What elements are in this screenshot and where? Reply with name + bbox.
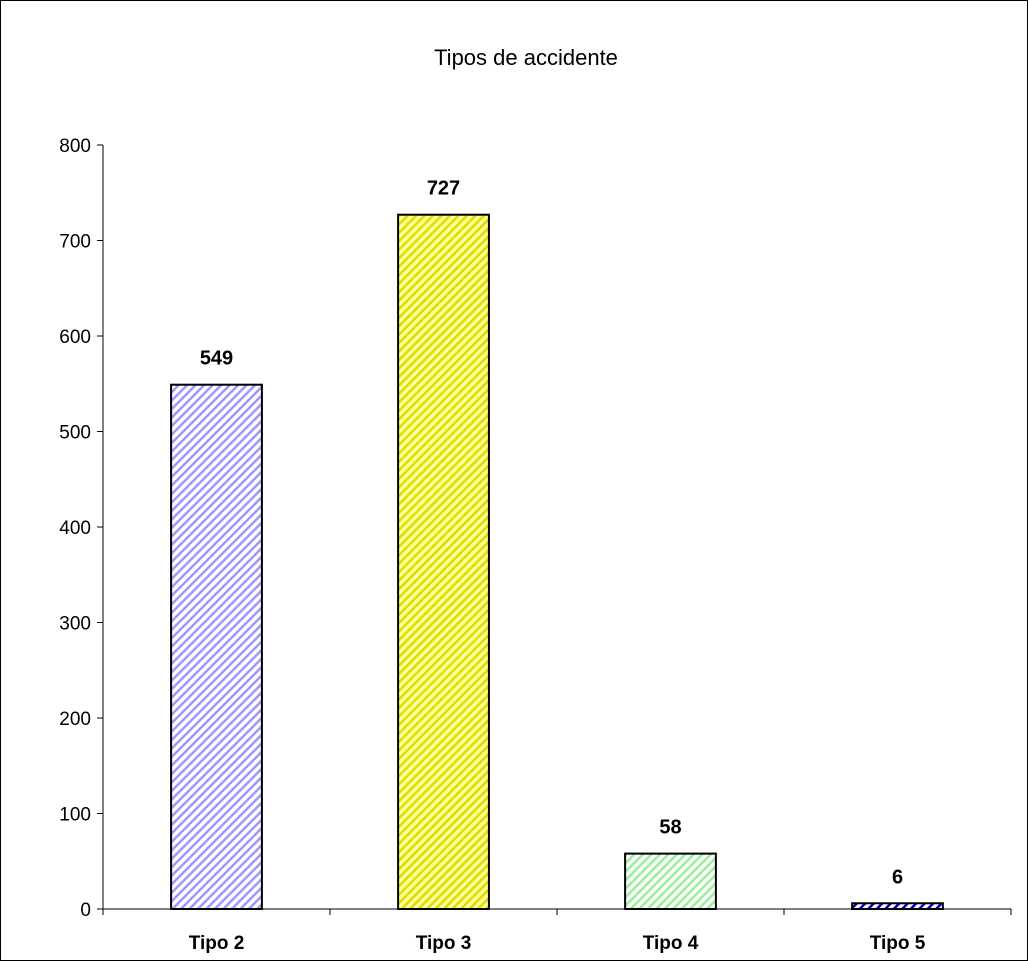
- y-tick-label: 500: [59, 423, 91, 444]
- y-tick-label: 700: [59, 232, 91, 253]
- data-label: 727: [427, 178, 460, 200]
- bar-tipo-3: [397, 213, 490, 910]
- data-label: 58: [659, 817, 681, 839]
- y-tick-label: 800: [59, 136, 91, 157]
- y-tick-label: 0: [80, 900, 91, 921]
- x-category-label: Tipo 2: [189, 933, 245, 954]
- data-label: 6: [892, 866, 903, 888]
- y-tick-label: 400: [59, 518, 91, 539]
- bar-tipo-2: [170, 383, 263, 910]
- x-axis: Tipo 2 Tipo 3 Tipo 4 Tipo 5: [102, 908, 1012, 954]
- bar-tipo-4: [624, 852, 717, 910]
- bars: [170, 213, 944, 911]
- x-category-label: Tipo 4: [643, 933, 699, 954]
- y-tick-label: 600: [59, 327, 91, 348]
- y-tick-label: 200: [59, 709, 91, 730]
- x-category-label: Tipo 5: [870, 933, 926, 954]
- data-labels: 549 727 58 6: [200, 178, 903, 889]
- x-category-label: Tipo 3: [416, 933, 472, 954]
- chart-title: Tipos de accidente: [434, 45, 618, 70]
- bar-tipo-5: [851, 902, 944, 911]
- data-label: 549: [200, 348, 233, 370]
- y-tick-label: 300: [59, 614, 91, 635]
- y-axis: 0 100 200 300 400 500 600 700 800: [59, 136, 104, 921]
- y-tick-label: 100: [59, 805, 91, 826]
